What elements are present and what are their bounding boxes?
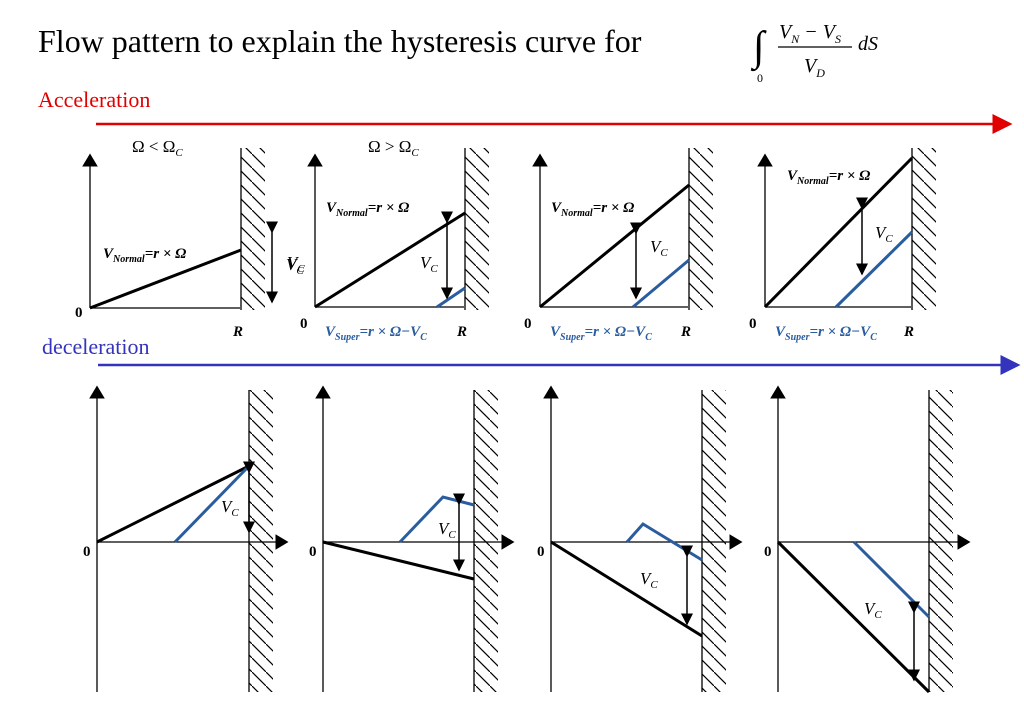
origin-label: 0 bbox=[537, 544, 545, 560]
wall-hatch bbox=[689, 148, 713, 310]
vc-label: VC bbox=[221, 497, 239, 519]
deceleration-label: deceleration bbox=[42, 334, 150, 359]
omega-less-label: Ω < ΩC bbox=[132, 137, 183, 159]
normal-velocity-line bbox=[96, 464, 250, 544]
title-text: Flow pattern to explain the hysteresis c… bbox=[38, 23, 642, 59]
page-title: Flow pattern to explain the hysteresis c… bbox=[38, 21, 878, 85]
decel-panel-2: VC 0 bbox=[309, 385, 515, 692]
wall-hatch bbox=[465, 148, 489, 310]
wall-hatch bbox=[241, 148, 265, 310]
vc-label: VC bbox=[864, 599, 882, 621]
svg-text:VN − VS: VN − VS bbox=[779, 21, 841, 46]
wall-hatch bbox=[702, 390, 726, 692]
omega-greater-label: Ω > ΩC bbox=[368, 137, 419, 159]
origin-label: 0 bbox=[300, 316, 308, 332]
origin-label: 0 bbox=[764, 544, 772, 560]
v-normal-label: VNormal=r × Ω bbox=[326, 200, 409, 219]
v-normal-label: VNormal=r × Ω bbox=[551, 200, 634, 219]
origin-label: 0 bbox=[83, 544, 91, 560]
integral-lower-limit: 0 bbox=[757, 71, 763, 85]
vc-label: VC bbox=[438, 519, 456, 541]
fraction-denominator: VD bbox=[804, 55, 825, 80]
v-super-label: VSuper=r × Ω−VC bbox=[550, 324, 652, 343]
decel-panel-1: VC 0 bbox=[83, 385, 289, 692]
normal-velocity-line bbox=[539, 183, 690, 309]
normal-velocity-line bbox=[314, 211, 466, 309]
accel-panel-4: VC VNormal=r × Ω 0 VSuper=r × Ω−VC R bbox=[749, 148, 936, 343]
vc-label: VC bbox=[420, 253, 438, 275]
v-normal-label: VNormal=r × Ω bbox=[787, 168, 870, 187]
normal-velocity-line bbox=[89, 248, 242, 310]
wall-hatch bbox=[249, 390, 273, 692]
vc-label: VC bbox=[640, 569, 658, 591]
origin-label: 0 bbox=[309, 544, 317, 560]
decel-panel-3: VC 0 bbox=[537, 385, 743, 692]
decel-panel-4: VC 0 bbox=[764, 385, 971, 694]
fraction-numerator: VN − VS bbox=[779, 21, 841, 46]
origin-label: 0 bbox=[75, 305, 83, 321]
wall-hatch bbox=[929, 390, 953, 692]
wall-hatch bbox=[474, 390, 498, 692]
radius-label: R bbox=[903, 324, 914, 340]
radius-label: R bbox=[680, 324, 691, 340]
origin-label: 0 bbox=[749, 316, 757, 332]
normal-velocity-line bbox=[776, 540, 931, 694]
super-velocity-line bbox=[436, 286, 466, 309]
integral-sign: ∫ bbox=[750, 24, 767, 72]
vc-label: VC bbox=[286, 255, 304, 277]
accel-panel-3: VC VNormal=r × Ω 0 VSuper=r × Ω−VC R bbox=[524, 148, 713, 343]
vc-label: VC bbox=[650, 237, 668, 259]
normal-velocity-line bbox=[763, 156, 914, 309]
radius-label: R bbox=[456, 324, 467, 340]
origin-label: 0 bbox=[524, 316, 532, 332]
accel-panel-1: VC VNormal=r × Ω 0 R bbox=[75, 148, 304, 340]
v-super-label: VSuper=r × Ω−VC bbox=[325, 324, 427, 343]
super-velocity-line bbox=[398, 495, 475, 544]
vc-side-label: VC bbox=[287, 253, 305, 275]
super-velocity-line bbox=[173, 464, 251, 544]
v-normal-label: VNormal=r × Ω bbox=[103, 246, 186, 265]
differential-ds: dS bbox=[858, 33, 878, 55]
super-velocity-line bbox=[834, 230, 914, 309]
acceleration-label: Acceleration bbox=[38, 87, 150, 112]
vc-label: VC bbox=[875, 223, 893, 245]
accel-panel-2: VC VNormal=r × Ω VC 0 VSuper=r × Ω−VC R bbox=[287, 148, 489, 343]
v-super-label: VSuper=r × Ω−VC bbox=[775, 324, 877, 343]
super-velocity-line bbox=[632, 258, 690, 309]
wall-hatch bbox=[912, 148, 936, 310]
normal-velocity-line bbox=[322, 540, 475, 581]
radius-label: R bbox=[232, 324, 243, 340]
normal-velocity-line bbox=[550, 540, 703, 638]
